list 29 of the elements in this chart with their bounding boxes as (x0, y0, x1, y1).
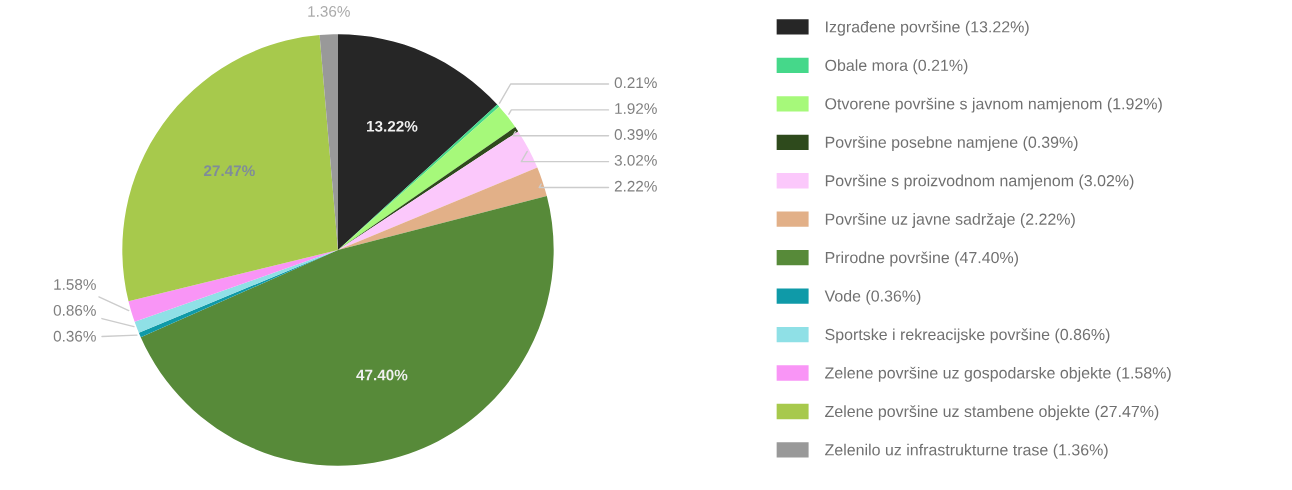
legend-label: Izgrađene površine (13.22%) (826, 20, 1029, 36)
legend-label: Prirodne površine (47.40%) (825, 251, 1019, 267)
data-label: 13.22% (367, 120, 418, 132)
data-label: 2.22% (614, 180, 657, 192)
legend-label: Obale mora (0.21%) (825, 59, 968, 75)
data-label: 1.36% (308, 6, 350, 17)
legend-label: Zelene površine uz gospodarske objekte (1.58%) (825, 366, 1171, 382)
data-label: 0.36% (53, 330, 96, 342)
data-label: 0.39% (614, 129, 657, 140)
legend-label: Sportske i rekreacijske površine (0.86%) (825, 328, 1110, 344)
data-label: 1.92% (615, 103, 657, 114)
data-label: 47.40% (356, 369, 408, 381)
legend-label: Vode (0.36%) (824, 289, 921, 305)
data-label: 1.58% (54, 279, 96, 290)
legend-label: Površine posebne namjene (0.39%) (825, 136, 1078, 152)
pie-slice (338, 34, 498, 250)
pie-slice (122, 35, 338, 302)
legend-label: Otvorene površine s javnom namjenom (1.92%) (825, 97, 1162, 113)
legend-label: Zelenilo uz infrastrukturne trase (1.36%) (825, 443, 1108, 459)
data-label: 27.47% (203, 165, 255, 177)
legend-label: Površine s proizvodnom namjenom (3.02%) (825, 174, 1134, 190)
legend-label: Površine uz javne sadržaje (2.22%) (825, 213, 1075, 228)
data-label: 0.86% (53, 304, 96, 316)
pie-slice (140, 196, 554, 466)
data-label: 3.02% (614, 154, 657, 166)
legend-label: Zelene površine uz stambene objekte (27.47%) (825, 405, 1159, 421)
data-label: 0.21% (614, 77, 657, 89)
pie-slice (128, 250, 338, 322)
pie-slice (338, 167, 547, 250)
